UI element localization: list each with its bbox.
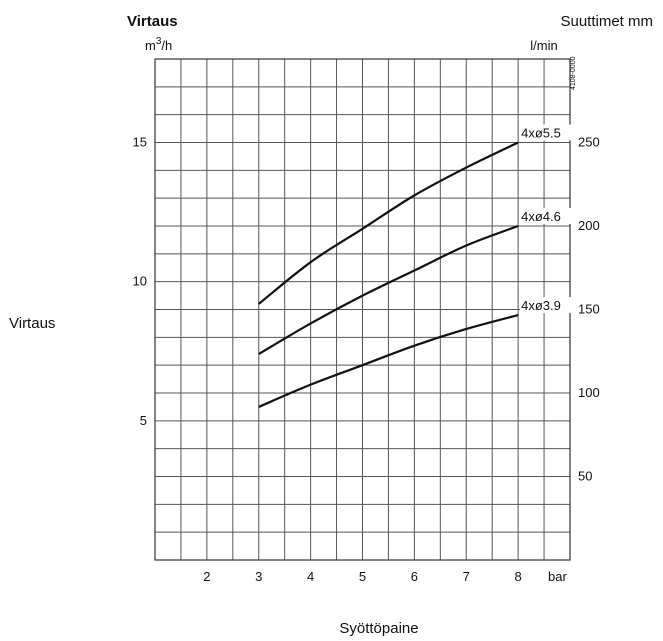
y-right-tick-label: 50 xyxy=(578,469,592,484)
y-left-tick-label: 10 xyxy=(133,274,147,289)
y-left-unit: m3/h xyxy=(145,36,172,53)
series-line xyxy=(258,314,519,408)
y-right-tick-label: 100 xyxy=(578,385,600,400)
figure-code: 4108-0000 xyxy=(570,56,577,90)
corner-label: Suuttimet mm xyxy=(560,13,653,30)
grid xyxy=(154,58,571,561)
y-right-tick-label: 200 xyxy=(578,218,600,233)
x-tick-label: 2 xyxy=(203,569,210,584)
y-left-tick-label: 5 xyxy=(140,413,147,428)
x-tick-label: 8 xyxy=(515,569,522,584)
x-tick-label: 5 xyxy=(359,569,366,584)
series-line xyxy=(258,141,519,305)
y-right-unit: l/min xyxy=(530,38,557,53)
y-left-tick-label: 15 xyxy=(133,135,147,150)
labels: Virtaus Suuttimet mm m3/h l/min 4108-000… xyxy=(9,13,653,637)
x-tick-label: 3 xyxy=(255,569,262,584)
series-label: 4xø3.9 xyxy=(521,298,561,313)
x-unit-label: bar xyxy=(548,569,567,584)
x-tick-label: 7 xyxy=(463,569,470,584)
series-label: 4xø4.6 xyxy=(521,209,561,224)
x-tick-label: 6 xyxy=(411,569,418,584)
series-label: 4xø5.5 xyxy=(521,126,561,141)
y-axis-label: Virtaus xyxy=(9,315,55,332)
tick-labels: 2 3 4 5 6 7 8 5 10 15 50 100 150 200 250 xyxy=(133,135,600,585)
x-tick-label: 4 xyxy=(307,569,314,584)
y-right-tick-label: 250 xyxy=(578,135,600,150)
series-label-background xyxy=(520,297,575,314)
y-right-tick-label: 150 xyxy=(578,302,600,317)
series-label-background xyxy=(520,124,575,141)
series-line xyxy=(258,224,519,355)
chart-title: Virtaus xyxy=(127,13,178,30)
series-lines: 4xø5.5 4xø4.6 4xø3.9 xyxy=(258,124,575,408)
series-label-background xyxy=(520,208,575,224)
x-axis-label: Syöttöpaine xyxy=(339,620,418,637)
